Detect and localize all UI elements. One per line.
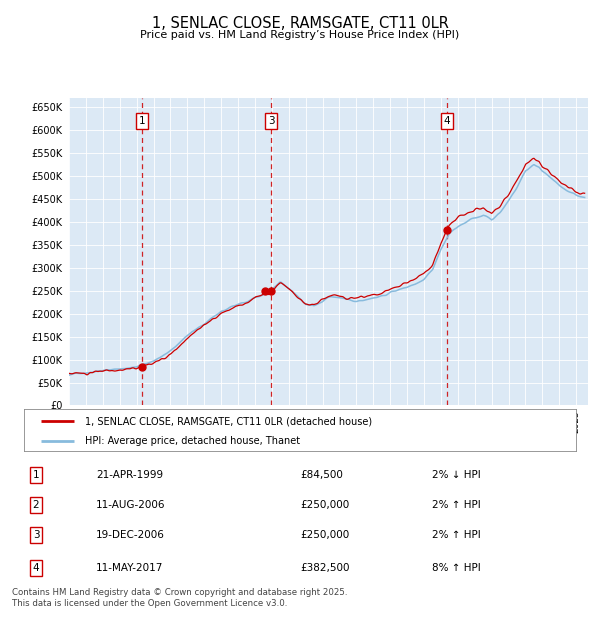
Text: 1, SENLAC CLOSE, RAMSGATE, CT11 0LR (detached house): 1, SENLAC CLOSE, RAMSGATE, CT11 0LR (det… <box>85 416 372 426</box>
Text: 2: 2 <box>32 500 40 510</box>
Text: 1: 1 <box>32 470 40 480</box>
Text: 1: 1 <box>139 116 145 126</box>
Text: 8% ↑ HPI: 8% ↑ HPI <box>432 563 481 573</box>
Text: 2% ↑ HPI: 2% ↑ HPI <box>432 530 481 540</box>
Text: £250,000: £250,000 <box>300 500 349 510</box>
Text: 21-APR-1999: 21-APR-1999 <box>96 470 163 480</box>
Text: 11-MAY-2017: 11-MAY-2017 <box>96 563 163 573</box>
Text: 3: 3 <box>32 530 40 540</box>
Text: 3: 3 <box>268 116 275 126</box>
Text: 19-DEC-2006: 19-DEC-2006 <box>96 530 165 540</box>
Text: 2% ↑ HPI: 2% ↑ HPI <box>432 500 481 510</box>
Text: 4: 4 <box>443 116 451 126</box>
Text: 1, SENLAC CLOSE, RAMSGATE, CT11 0LR: 1, SENLAC CLOSE, RAMSGATE, CT11 0LR <box>152 16 448 30</box>
Text: 4: 4 <box>32 563 40 573</box>
Text: 2% ↓ HPI: 2% ↓ HPI <box>432 470 481 480</box>
Text: Price paid vs. HM Land Registry’s House Price Index (HPI): Price paid vs. HM Land Registry’s House … <box>140 30 460 40</box>
Text: Contains HM Land Registry data © Crown copyright and database right 2025.
This d: Contains HM Land Registry data © Crown c… <box>12 588 347 608</box>
Text: £382,500: £382,500 <box>300 563 349 573</box>
Text: 11-AUG-2006: 11-AUG-2006 <box>96 500 166 510</box>
Text: HPI: Average price, detached house, Thanet: HPI: Average price, detached house, Than… <box>85 436 300 446</box>
Text: £84,500: £84,500 <box>300 470 343 480</box>
Text: £250,000: £250,000 <box>300 530 349 540</box>
